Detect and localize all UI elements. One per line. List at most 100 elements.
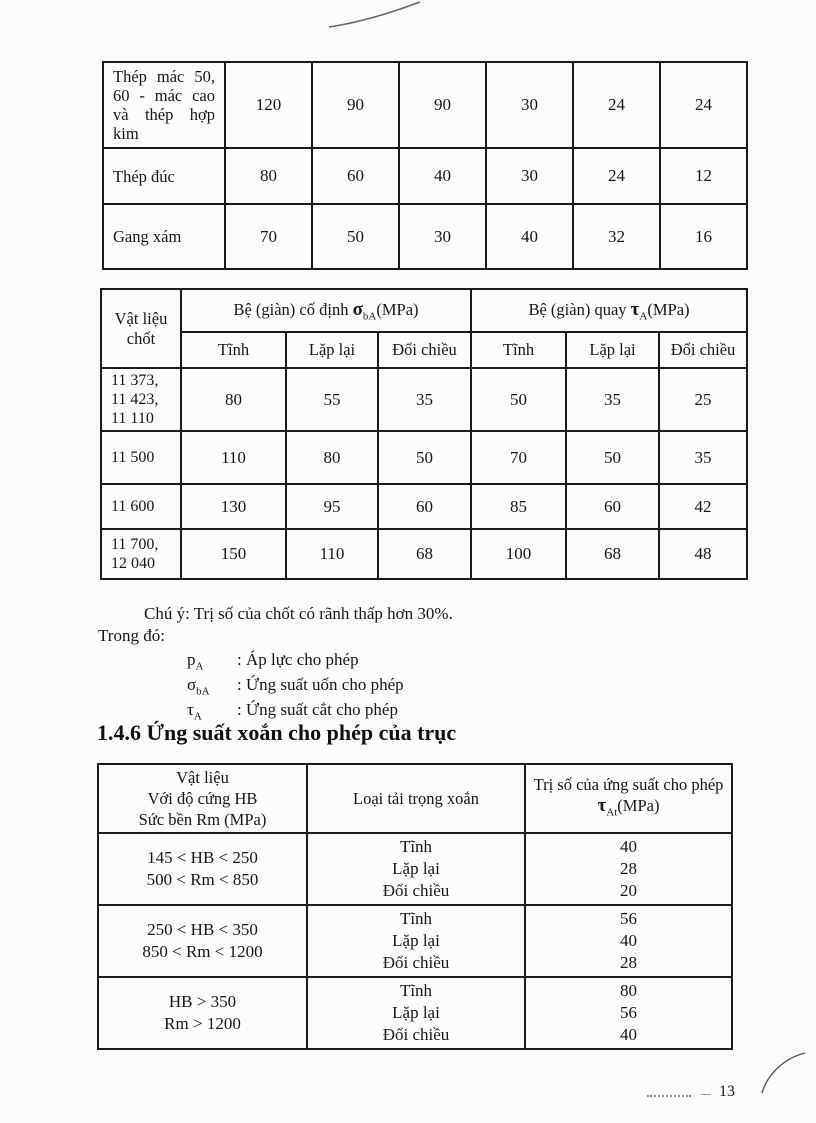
value-cell: 35 — [565, 367, 660, 432]
value-cell: 150 — [180, 528, 287, 580]
value-cell: 32 — [572, 203, 661, 270]
value-cell: 30 — [398, 203, 487, 270]
value-cell: 55 — [285, 367, 379, 432]
pin-stress-table: Vật liệu chốt Bệ (giàn) cố định σbA(MPa)… — [100, 288, 749, 580]
definition-text: : Ứng suất cắt cho phép — [237, 700, 398, 719]
unit-text: (MPa) — [617, 795, 660, 815]
symbol-tau-A: τA — [187, 700, 202, 723]
value-cell: 50 — [377, 430, 472, 485]
material-label: Gang xám — [102, 203, 226, 270]
group-header-text: Bệ (giàn) cố định — [233, 299, 353, 319]
value-cell: 40 — [485, 203, 574, 270]
definition-text: : Ứng suất uốn cho phép — [237, 675, 404, 694]
pin-material-label: 11 373, 11 423, 11 110 — [100, 367, 182, 432]
value-cell: 130 — [180, 483, 287, 530]
value-cell: 16 — [659, 203, 748, 270]
value-cell: 12 — [659, 147, 748, 205]
pin-material-label: 11 700, 12 040 — [100, 528, 182, 580]
hardness-range: 250 < HB < 350 850 < Rm < 1200 — [97, 904, 308, 978]
pin-material-label: 11 500 — [100, 430, 182, 485]
value-cell: 120 — [224, 61, 313, 149]
subheader-repeated: Lặp lại — [565, 331, 660, 369]
scan-artifact-bottom-curve — [761, 1052, 806, 1094]
value-cell: 35 — [377, 367, 472, 432]
value-cell: 95 — [285, 483, 379, 530]
scan-artifact-dash — [701, 1094, 711, 1095]
pin-material-label: 11 600 — [100, 483, 182, 530]
subheader-static: Tĩnh — [470, 331, 567, 369]
table-header-row: Vật liệu chốt Bệ (giàn) cố định σbA(MPa)… — [100, 288, 749, 369]
symbol-pA: pA — [187, 650, 204, 673]
value-cell: 110 — [180, 430, 287, 485]
table-row: Thép mác 50, 60 - mác cao và thép hợp ki… — [102, 61, 748, 149]
header-allowable-text: Trị số của ứng suất cho phép — [533, 774, 724, 794]
value-cell: 68 — [377, 528, 472, 580]
symbol-definitions: pA : Áp lực cho phép σbA : Ứng suất uốn … — [187, 650, 404, 725]
value-cell: 42 — [657, 483, 749, 530]
material-allowable-values-table: Thép mác 50, 60 - mác cao và thép hợp ki… — [102, 61, 748, 270]
header-allowable-value: Trị số của ứng suất cho phép τAt(MPa) — [524, 763, 733, 834]
scan-artifact-dots — [647, 1095, 691, 1097]
subheader-repeated: Lặp lại — [285, 331, 379, 369]
value-cell: 50 — [565, 430, 660, 485]
tau-symbol: τ — [630, 298, 640, 320]
value-cell: 24 — [572, 61, 661, 149]
value-cell: 30 — [485, 147, 574, 205]
value-cell: 24 — [572, 147, 661, 205]
table-row: HB > 350 Rm > 1200 Tĩnh Lặp lại Đổi chiề… — [97, 976, 733, 1050]
value-cell: 60 — [311, 147, 400, 205]
page-number: 13 — [719, 1083, 735, 1100]
definition-pA: pA : Áp lực cho phép — [187, 650, 404, 675]
material-label: Thép đúc — [102, 147, 226, 205]
value-cell: 70 — [470, 430, 567, 485]
value-cell: 24 — [659, 61, 748, 149]
tau-subscript: At — [606, 806, 618, 819]
value-cell: 90 — [398, 61, 487, 149]
value-cell: 85 — [470, 483, 567, 530]
table-row: 11 373, 11 423, 11 110 80 55 35 50 35 25 — [100, 367, 749, 432]
load-types: Tĩnh Lặp lại Đổi chiều — [306, 832, 526, 906]
value-cell: 50 — [311, 203, 400, 270]
value-cell: 80 — [224, 147, 313, 205]
material-label: Thép mác 50, 60 - mác cao và thép hợp ki… — [102, 61, 226, 149]
table-row: 11 700, 12 040 150 110 68 100 68 48 — [100, 528, 749, 580]
corner-header: Vật liệu chốt — [100, 288, 182, 369]
subheader-reversed: Đổi chiều — [377, 331, 472, 369]
load-types: Tĩnh Lặp lại Đổi chiều — [306, 976, 526, 1050]
value-cell: 110 — [285, 528, 379, 580]
table-subheader-row: Tĩnh Lặp lại Đổi chiều Tĩnh Lặp lại Đổi … — [101, 331, 749, 369]
sigma-symbol: σ — [352, 298, 363, 320]
header-material: Vật liệu Với độ cứng HB Sức bền Rm (MPa) — [97, 763, 308, 834]
group-header-rotating-base: Bệ (giàn) quay τA(MPa) — [469, 288, 749, 333]
note-trong-do: Trong đó: — [98, 626, 165, 645]
definition-text: : Áp lực cho phép — [237, 650, 359, 669]
value-cell: 40 — [398, 147, 487, 205]
table-row: Gang xám 70 50 30 40 32 16 — [102, 203, 748, 270]
definition-tau-A: τA : Ứng suất cắt cho phép — [187, 700, 404, 725]
symbol-sigma-bA: σbA — [187, 675, 210, 698]
value-cell: 60 — [377, 483, 472, 530]
value-cell: 25 — [657, 367, 749, 432]
scan-artifact-top-curve — [328, 1, 421, 28]
value-cell: 100 — [470, 528, 567, 580]
table-header-row: Vật liệu Với độ cứng HB Sức bền Rm (MPa)… — [97, 763, 733, 834]
table-row: 11 600 130 95 60 85 60 42 — [100, 483, 749, 530]
stress-values: 56 40 28 — [524, 904, 733, 978]
tau-subscript: A — [639, 310, 648, 323]
value-cell: 90 — [311, 61, 400, 149]
unit-text: (MPa) — [376, 299, 419, 319]
value-cell: 50 — [470, 367, 567, 432]
section-heading: 1.4.6 Ứng suất xoắn cho phép của trục — [97, 720, 457, 745]
value-cell: 48 — [657, 528, 749, 580]
table-row: 11 500 110 80 50 70 50 35 — [100, 430, 749, 485]
hardness-range: 145 < HB < 250 500 < Rm < 850 — [97, 832, 308, 906]
sigma-subscript: bA — [362, 310, 377, 323]
value-cell: 60 — [565, 483, 660, 530]
value-cell: 35 — [657, 430, 749, 485]
load-types: Tĩnh Lặp lại Đổi chiều — [306, 904, 526, 978]
hardness-range: HB > 350 Rm > 1200 — [97, 976, 308, 1050]
subheader-reversed: Đổi chiều — [657, 331, 749, 369]
note-chu-y: Chú ý: Trị số của chốt có rãnh thấp hơn … — [144, 604, 453, 623]
table-row: 250 < HB < 350 850 < Rm < 1200 Tĩnh Lặp … — [97, 904, 733, 978]
